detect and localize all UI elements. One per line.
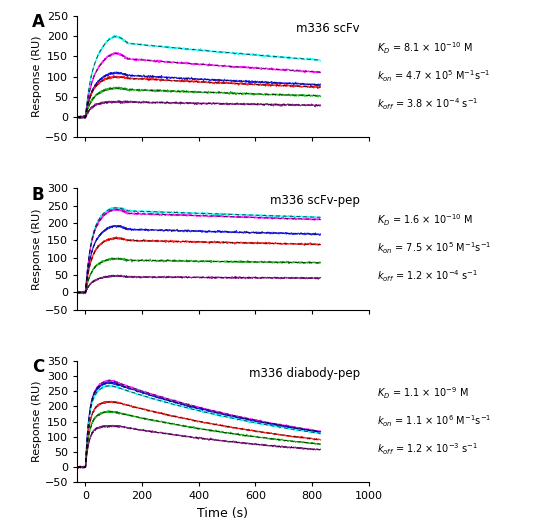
Text: $k_{off}$ = 3.8 × 10$^{-4}$ s$^{-1}$: $k_{off}$ = 3.8 × 10$^{-4}$ s$^{-1}$ (377, 96, 478, 112)
X-axis label: Time (s): Time (s) (197, 507, 248, 520)
Y-axis label: Response (RU): Response (RU) (32, 208, 42, 290)
Text: $k_{off}$ = 1.2 × 10$^{-4}$ s$^{-1}$: $k_{off}$ = 1.2 × 10$^{-4}$ s$^{-1}$ (377, 269, 478, 284)
Y-axis label: Response (RU): Response (RU) (32, 36, 42, 117)
Text: $K_D$ = 8.1 × 10$^{-10}$ M: $K_D$ = 8.1 × 10$^{-10}$ M (377, 40, 473, 56)
Text: m336 scFv: m336 scFv (296, 22, 360, 35)
Text: $k_{off}$ = 1.2 × 10$^{-3}$ s$^{-1}$: $k_{off}$ = 1.2 × 10$^{-3}$ s$^{-1}$ (377, 441, 478, 457)
Text: $k_{on}$ = 4.7 × 10$^5$ M$^{-1}$s$^{-1}$: $k_{on}$ = 4.7 × 10$^5$ M$^{-1}$s$^{-1}$ (377, 68, 491, 84)
Text: $k_{on}$ = 7.5 × 10$^5$ M$^{-1}$s$^{-1}$: $k_{on}$ = 7.5 × 10$^5$ M$^{-1}$s$^{-1}$ (377, 241, 491, 256)
Text: m336 scFv-pep: m336 scFv-pep (270, 195, 360, 207)
Text: m336 diabody-pep: m336 diabody-pep (249, 367, 360, 380)
Text: $K_D$ = 1.6 × 10$^{-10}$ M: $K_D$ = 1.6 × 10$^{-10}$ M (377, 213, 473, 228)
Y-axis label: Response (RU): Response (RU) (32, 381, 42, 462)
Text: $k_{on}$ = 1.1 × 10$^6$ M$^{-1}$s$^{-1}$: $k_{on}$ = 1.1 × 10$^6$ M$^{-1}$s$^{-1}$ (377, 413, 491, 429)
Text: $K_D$ = 1.1 × 10$^{-9}$ M: $K_D$ = 1.1 × 10$^{-9}$ M (377, 385, 469, 401)
Text: C: C (32, 358, 44, 376)
Text: B: B (32, 186, 45, 204)
Text: A: A (32, 13, 45, 31)
